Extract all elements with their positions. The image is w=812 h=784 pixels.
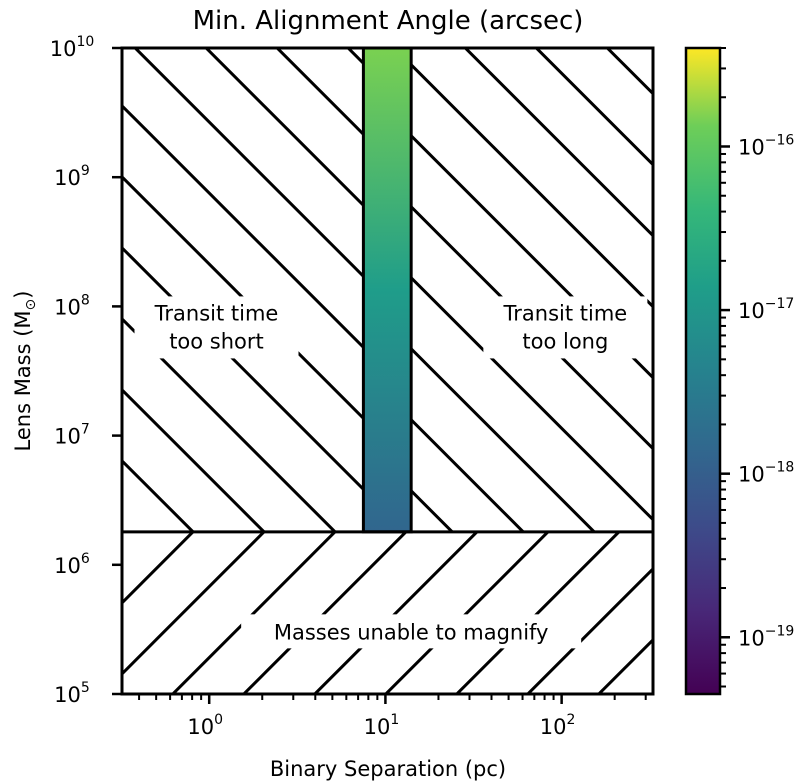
hatch-line <box>525 566 653 694</box>
hatch-line <box>411 346 596 532</box>
hatch-transit-too-short <box>0 36 812 532</box>
hatch-line <box>654 24 812 532</box>
hatch-line <box>122 387 266 532</box>
hatch-line <box>411 417 525 532</box>
hatch-line <box>122 174 364 421</box>
hatch-line <box>122 529 124 532</box>
hatch-line <box>596 637 653 694</box>
hatch-line <box>725 24 812 532</box>
hatch-line <box>463 48 653 238</box>
hatch-line <box>0 24 239 532</box>
colorbar-tick-label: 10−16 <box>738 132 794 159</box>
y-tick-label: 106 <box>54 551 90 578</box>
allowed-separation-band <box>363 48 412 532</box>
colorbar-tick-label: 10−18 <box>738 460 794 487</box>
colorbar <box>684 46 722 696</box>
x-axis-label: Binary Separation (pc) <box>270 757 506 781</box>
y-axis-ticks: 105 106 107 108 109 1010 <box>50 34 122 707</box>
region-label-line2: too long <box>522 329 608 353</box>
colorbar-tick-label: 10−19 <box>738 623 794 650</box>
region-label-too-long: Transit time too long <box>483 296 648 359</box>
hatch-line <box>411 133 653 380</box>
plot-frame <box>120 46 655 696</box>
hatch-line <box>0 36 51 532</box>
y-tick-label: 105 <box>54 680 90 707</box>
hatch-line <box>411 62 653 309</box>
colorbar-ticks: 10−19 10−18 10−17 10−16 <box>720 47 794 688</box>
hatch-line <box>0 24 381 532</box>
hatch-line <box>122 531 266 676</box>
hatch-line <box>534 48 653 167</box>
y-tick-label: 109 <box>54 163 90 190</box>
hatch-line <box>122 245 364 492</box>
hatch-line <box>0 532 51 706</box>
region-label-unable-to-magnify: Masses unable to magnify <box>241 614 582 649</box>
x-tick-label: 100 <box>187 712 223 739</box>
hatch-line <box>407 36 812 532</box>
x-axis-ticks: 100 101 102 <box>138 694 647 739</box>
hatch-line <box>133 48 364 279</box>
x-tick-label: 101 <box>364 712 400 739</box>
chart-title: Min. Alignment Angle (arcsec) <box>193 6 584 36</box>
hatch-line <box>122 531 195 605</box>
region-label-line1: Transit time <box>154 301 279 325</box>
y-axis-label: Lens Mass (M⊙) <box>11 291 39 452</box>
y-tick-label: 107 <box>54 422 90 449</box>
colorbar-tick-label: 10−17 <box>738 296 794 323</box>
hatch-line <box>204 48 364 208</box>
hatch-line <box>411 204 653 451</box>
hatch-line <box>275 48 364 137</box>
region-label-too-short: Transit time too short <box>134 296 299 359</box>
region-label-line1: Masses unable to magnify <box>274 620 549 644</box>
region-label-line2: too short <box>169 329 264 353</box>
hatch-line <box>0 24 310 532</box>
region-label-line1: Transit time <box>503 301 628 325</box>
hatch-line <box>122 458 195 532</box>
hatch-line <box>729 532 812 706</box>
y-tick-label: 108 <box>54 292 90 319</box>
hatch-line <box>122 316 337 532</box>
y-tick-label: 1010 <box>50 34 95 61</box>
x-tick-label: 102 <box>540 712 576 739</box>
hatch-line <box>122 103 364 350</box>
hatch-line <box>658 532 812 706</box>
